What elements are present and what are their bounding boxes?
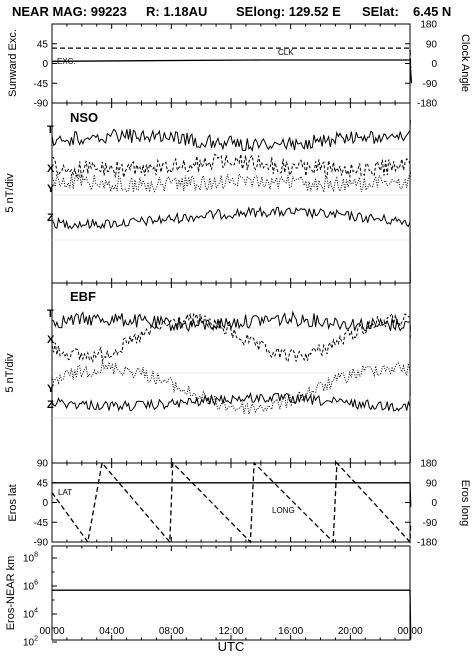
utc-axis-label: UTC [218, 639, 245, 654]
eros-panel-frame [51, 462, 411, 543]
log-tick-label: 104 [23, 608, 38, 621]
ebf-z-trace [51, 391, 411, 464]
time-tick-label: 00:00 [39, 626, 64, 637]
nso-t-trace [51, 119, 411, 152]
nso-label-t: T [47, 124, 54, 136]
ebf-x-trace [51, 312, 411, 363]
y-tick-label: -90 [34, 538, 49, 549]
log-tick-label: 102 [23, 636, 38, 649]
selat-value: 6.45 N [413, 4, 451, 19]
time-tick-label: 16:00 [278, 626, 303, 637]
y-tick-label: 45 [37, 478, 49, 489]
nso-x-trace [51, 153, 411, 179]
eros-lat-line [52, 482, 412, 507]
y-tick-label: 0 [42, 59, 48, 70]
sunward-clk-line [52, 47, 412, 68]
radius-label: R: 1.18AU [146, 4, 207, 19]
nso-z-trace [52, 205, 411, 284]
ebf-label-z: Z [47, 399, 54, 411]
sunward-ylabel-right: Clock Angle [459, 34, 471, 92]
y-tick-label-right: 0 [431, 59, 437, 70]
y-tick-label: 90 [37, 459, 49, 470]
selong-label: SElong: 129.52 E [236, 4, 341, 19]
eros-ylabel-right: Eros long [459, 480, 471, 526]
y-tick-label: 45 [37, 39, 49, 50]
ebf-label-y: Y [47, 383, 55, 395]
series-layer [51, 47, 413, 640]
y-tick-label-right: 90 [426, 39, 438, 50]
y-tick-label-right: -180 [417, 538, 437, 549]
y-tick-label: -45 [34, 518, 49, 529]
time-tick-label: 08:00 [159, 626, 184, 637]
tick-layer: 00:00 04:00 08:00 12:00 16:00 20:00 00:00450-4… [23, 20, 437, 649]
ebf-gridlines [52, 327, 410, 419]
nso-panel-frame [51, 102, 411, 284]
y-tick-label-right: -90 [423, 518, 438, 529]
eros-near-distance-line [52, 589, 412, 640]
nso-label-y: Y [47, 183, 55, 195]
magnetometer-tracings [51, 119, 411, 464]
y-tick-label-right: 180 [420, 459, 437, 470]
sunward-clk-annotation: CLK [278, 48, 294, 57]
log-tick-label: 106 [23, 580, 38, 593]
time-tick-label: 20:00 [338, 626, 363, 637]
y-tick-label: -90 [34, 99, 49, 110]
y-tick-label-right: -90 [423, 79, 438, 90]
y-tick-label: 0 [42, 498, 48, 509]
eros-lat-annotation: LAT [58, 488, 72, 497]
nso-gridlines [52, 148, 410, 241]
eros-long-line [51, 461, 412, 544]
eros-long-annotation: LONG [272, 506, 295, 515]
distance-ylabel: Eros-NEAR km [5, 556, 17, 631]
time-tick-label: 04:00 [99, 626, 124, 637]
y-tick-label-right: -180 [417, 99, 437, 110]
ebf-label-x: X [47, 334, 55, 346]
sunward-exc-line [51, 59, 413, 84]
nso-y-trace [51, 172, 411, 193]
time-tick-label: 12:00 [218, 626, 243, 637]
figure-title: NEAR MAG: 99223 [12, 4, 127, 19]
ebf-title: EBF [70, 289, 96, 304]
ebf-ylabel: 5 nT/div [4, 353, 16, 393]
nso-label-z: Z [47, 212, 54, 224]
log-tick-label: 108 [23, 552, 38, 565]
ebf-t-trace [51, 310, 411, 332]
eros-ylabel-left: Eros lat [7, 484, 19, 521]
ebf-label-t: T [47, 308, 54, 320]
nso-ylabel: 5 nT/div [4, 173, 16, 213]
y-tick-label-right: 180 [420, 20, 437, 31]
nso-title: NSO [70, 110, 98, 125]
nso-label-x: X [47, 163, 55, 175]
selat-label: SElat: [362, 4, 399, 19]
y-tick-label-right: 90 [426, 478, 438, 489]
sunward-ylabel-left: Sunward Exc. [7, 29, 19, 97]
y-tick-label-right: 0 [431, 498, 437, 509]
sunward-panel-frame [51, 23, 411, 104]
y-tick-label: -45 [34, 79, 49, 90]
